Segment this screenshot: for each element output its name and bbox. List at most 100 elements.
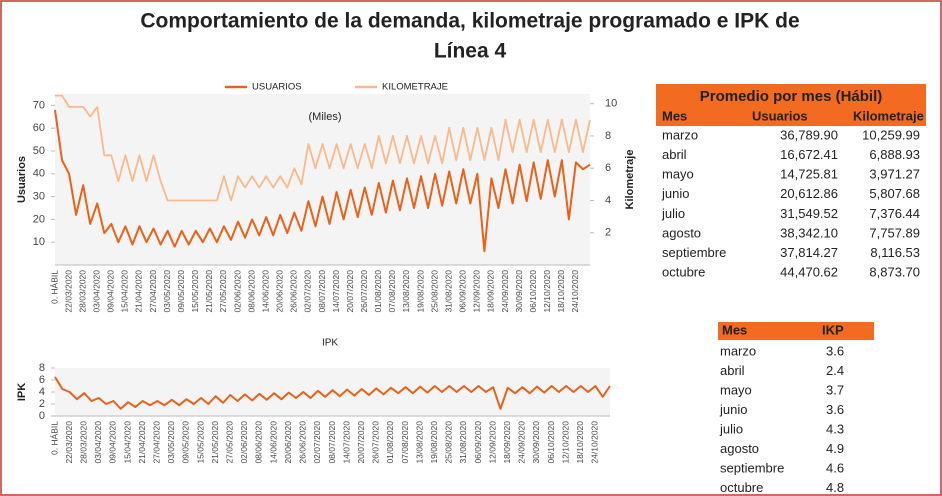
x-tick-label: 31/08/2020 [458, 421, 468, 464]
table-cell: junio [661, 186, 689, 201]
table-header: Mes [722, 322, 747, 337]
table-cell: 4.3 [826, 421, 844, 436]
table-cell: 38,342.10 [780, 225, 838, 240]
series-line [54, 109, 591, 253]
y-axis-label: IPK [16, 383, 28, 401]
x-tick-label: 18/09/2020 [486, 270, 496, 313]
y2-tick-label: 6 [605, 162, 611, 174]
y-tick-label: 8 [39, 362, 45, 374]
table-cell: 14,725.81 [780, 167, 838, 182]
table-cell: abril [662, 147, 687, 162]
table-cell: abril [720, 363, 745, 378]
x-tick-label: 07/08/2020 [387, 270, 397, 313]
y2-tick-label: 2 [605, 227, 611, 239]
x-tick-label: 02/06/2020 [239, 421, 249, 464]
table-cell: julio [661, 206, 685, 221]
table-cell: 5,807.68 [869, 186, 920, 201]
y-tick-label: 0 [39, 410, 45, 422]
x-tick-label: 08/07/2020 [327, 421, 337, 464]
table-cell: 10,259.99 [862, 127, 920, 142]
table-cell: 16,672.41 [780, 147, 838, 162]
x-tick-label: 03/04/2020 [91, 270, 101, 313]
page-title-2: Línea 4 [434, 40, 507, 63]
x-tick-label: 31/08/2020 [443, 270, 453, 313]
table-cell: mayo [662, 167, 694, 182]
x-tick-label: 06/09/2020 [458, 270, 468, 313]
x-tick-label: 03/04/2020 [93, 421, 103, 464]
x-tick-label: 26/06/2020 [289, 270, 299, 313]
x-tick-label: 22/03/2020 [63, 270, 73, 313]
x-tick-label: 02/06/2020 [232, 270, 242, 313]
table-cell: 4.8 [826, 480, 844, 495]
x-tick-label: 09/04/2020 [108, 421, 118, 464]
x-tick-label: 0. HÁBIL [49, 270, 59, 304]
x-tick-label: 26/06/2020 [298, 421, 308, 464]
x-tick-label: 19/08/2020 [429, 421, 439, 464]
chart-title: IPK [322, 338, 338, 349]
x-tick-label: 20/06/2020 [283, 421, 293, 464]
y-tick-label: 4 [39, 386, 45, 398]
y2-tick-label: 4 [605, 194, 611, 206]
x-tick-label: 01/08/2020 [385, 421, 395, 464]
x-tick-label: 13/08/2020 [414, 421, 424, 464]
x-tick-label: 12/10/2020 [542, 270, 552, 313]
table-header-bg [656, 108, 926, 126]
x-tick-label: 24/10/2020 [590, 421, 600, 464]
x-tick-label: 14/06/2020 [260, 270, 270, 313]
x-tick-label: 15/04/2020 [120, 270, 130, 313]
x-tick-label: 08/07/2020 [317, 270, 327, 313]
table-header-bg [718, 322, 874, 340]
table-cell: septiembre [720, 460, 784, 475]
y-tick-label: 2 [39, 398, 45, 410]
x-tick-label: 24/09/2020 [500, 270, 510, 313]
series-line [55, 94, 591, 202]
x-tick-label: 24/09/2020 [517, 421, 527, 464]
x-tick-label: 18/10/2020 [575, 421, 585, 464]
x-tick-label: 01/08/2020 [373, 270, 383, 313]
x-tick-label: 25/08/2020 [429, 270, 439, 313]
x-tick-label: 02/07/2020 [312, 421, 322, 464]
table-cell: 31,549.52 [780, 206, 838, 221]
x-tick-label: 19/08/2020 [415, 270, 425, 313]
table-cell: 3,971.27 [869, 167, 920, 182]
x-tick-label: 30/09/2020 [514, 270, 524, 313]
y-tick-label: 10 [33, 236, 45, 248]
x-tick-label: 08/06/2020 [254, 421, 264, 464]
x-tick-label: 12/10/2020 [560, 421, 570, 464]
x-tick-label: 26/07/2020 [371, 421, 381, 464]
x-tick-label: 15/05/2020 [190, 270, 200, 313]
table-cell: 2.4 [826, 363, 844, 378]
x-tick-label: 24/10/2020 [570, 270, 580, 313]
x-tick-label: 03/05/2020 [166, 421, 176, 464]
table-cell: 7,376.44 [869, 206, 920, 221]
table-cell: 8,873.70 [869, 265, 920, 280]
page-title: Comportamiento de la demanda, kilometraj… [140, 10, 799, 33]
x-tick-label: 09/05/2020 [176, 270, 186, 313]
y2-axis-label: Kilometraje [624, 150, 636, 210]
table-ipk: Mes IKP marzo 3.6 abril 2.4 mayo 3.7 junio 3.6 jul… [718, 322, 874, 495]
x-tick-label: 14/07/2020 [341, 421, 351, 464]
x-tick-label: 18/09/2020 [502, 421, 512, 464]
y2-tick-label: 8 [605, 130, 611, 142]
x-tick-label: 28/03/2020 [77, 270, 87, 313]
legend-label: USUARIOS [252, 82, 302, 93]
x-tick-label: 21/04/2020 [137, 421, 147, 464]
legend-label: KILOMETRAJE [382, 82, 448, 93]
table-cell: 37,814.27 [780, 245, 838, 260]
x-tick-label: 26/07/2020 [359, 270, 369, 313]
table-cell: agosto [720, 441, 759, 456]
table-cell: agosto [662, 225, 701, 240]
x-tick-label: 27/05/2020 [218, 270, 228, 313]
y-tick-label: 50 [33, 145, 45, 157]
table-cell: mayo [720, 382, 752, 397]
y-tick-label: 30 [33, 191, 45, 203]
table-cell: junio [719, 402, 747, 417]
table-cell: 3.7 [826, 382, 844, 397]
table-cell: marzo [720, 343, 756, 358]
table-cell: 36,789.90 [780, 127, 838, 142]
x-tick-label: 08/06/2020 [246, 270, 256, 313]
x-tick-label: 21/05/2020 [204, 270, 214, 313]
x-tick-label: 22/03/2020 [64, 421, 74, 464]
x-tick-label: 18/10/2020 [556, 270, 566, 313]
